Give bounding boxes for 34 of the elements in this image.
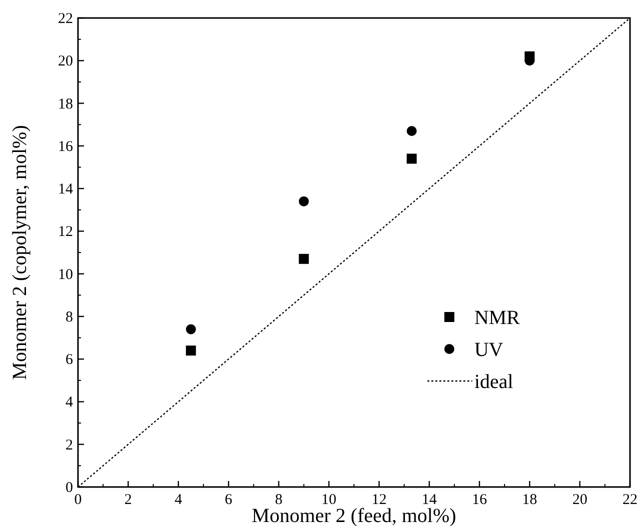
x-tick-label: 22 bbox=[622, 492, 638, 508]
y-tick-label: 16 bbox=[58, 138, 74, 155]
point bbox=[406, 154, 417, 164]
x-tick-label: 16 bbox=[472, 492, 488, 508]
y-tick-label: 4 bbox=[66, 394, 74, 411]
x-tick-label: 8 bbox=[274, 492, 282, 508]
y-tick-label: 14 bbox=[58, 182, 74, 198]
x-tick-label: 18 bbox=[522, 492, 538, 508]
y-tick-label: 20 bbox=[58, 54, 73, 70]
legend-label: UV bbox=[474, 339, 504, 361]
x-axis-title: Monomer 2 (feed, mol%) bbox=[252, 505, 456, 526]
y-tick-label: 10 bbox=[58, 266, 73, 283]
y-tick-label: 2 bbox=[66, 437, 73, 454]
x-tick-label: 4 bbox=[174, 492, 183, 508]
point bbox=[186, 346, 196, 356]
y-tick-label: 0 bbox=[66, 480, 73, 496]
y-tick-label: 22 bbox=[58, 11, 73, 27]
y-tick-label: 8 bbox=[66, 309, 73, 326]
y-tick-label: 18 bbox=[58, 96, 73, 112]
legend-label: NMR bbox=[474, 307, 521, 329]
x-tick-label: 20 bbox=[572, 492, 588, 508]
x-tick-label: 10 bbox=[321, 492, 336, 508]
point bbox=[298, 196, 309, 206]
legend-label: ideal bbox=[474, 371, 514, 393]
x-tick-label: 6 bbox=[224, 492, 233, 508]
y-tick-label: 12 bbox=[58, 224, 73, 240]
x-tick-label: 12 bbox=[372, 492, 387, 508]
point bbox=[298, 254, 309, 264]
point bbox=[186, 324, 196, 334]
y-tick-label: 6 bbox=[66, 352, 74, 368]
x-tick-label: 14 bbox=[422, 492, 438, 508]
x-tick-label: 2 bbox=[124, 492, 132, 508]
point bbox=[406, 126, 417, 136]
y-axis-title: Monomer 2 (copolymer, mol%) bbox=[9, 125, 31, 380]
